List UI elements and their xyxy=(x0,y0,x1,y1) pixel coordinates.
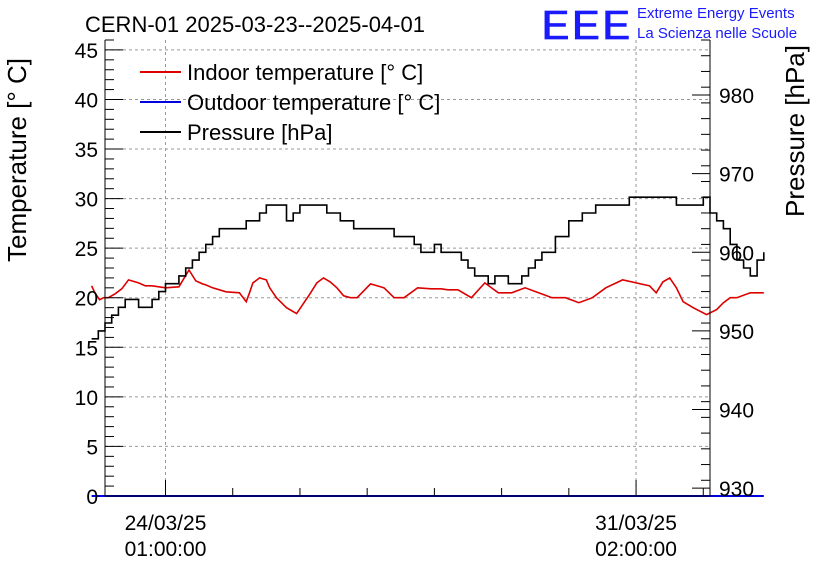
grid xyxy=(105,40,710,496)
legend: Indoor temperature [° C] Outdoor tempera… xyxy=(140,60,440,145)
logo-mark: EEE xyxy=(541,1,632,50)
y2-tick-label: 970 xyxy=(719,164,754,187)
y2-tick-label: 950 xyxy=(719,321,754,344)
series-pressure xyxy=(91,196,765,340)
y-tick-label: 30 xyxy=(75,189,98,212)
legend-label-pressure: Pressure [hPa] xyxy=(187,120,333,145)
x-tick-label-date: 31/03/25 xyxy=(595,512,677,535)
y-tick-label: 5 xyxy=(86,436,98,459)
x-tick-label-time: 01:00:00 xyxy=(125,538,207,561)
y-tick-label: 0 xyxy=(86,486,98,509)
y-tick-label: 15 xyxy=(75,337,98,360)
y2-tick-label: 930 xyxy=(719,478,754,501)
y2-tick-label: 940 xyxy=(719,400,754,423)
x-tick-label-date: 24/03/25 xyxy=(125,512,207,535)
y2-axis-label: Pressure [hPa] xyxy=(780,45,810,217)
chart-title: CERN-01 2025-03-23--2025-04-01 xyxy=(85,12,425,37)
y-tick-label: 20 xyxy=(75,288,98,311)
axes: 0 5 10 15 20 25 30 35 40 45 24/03/25 01:00:00 31/03/… xyxy=(75,39,754,561)
x-tick-label-time: 02:00:00 xyxy=(595,538,677,561)
y2-tick-label: 960 xyxy=(719,242,754,265)
y-tick-label: 10 xyxy=(75,387,98,410)
logo-line-1: Extreme Energy Events xyxy=(637,5,795,22)
y-axis-label: Temperature [° C] xyxy=(2,58,32,262)
legend-label-outdoor: Outdoor temperature [° C] xyxy=(187,90,440,115)
y-tick-label: 25 xyxy=(75,238,98,261)
y2-tick-label: 980 xyxy=(719,85,754,108)
series-indoor-temperature xyxy=(90,268,764,316)
logo-line-2: La Scienza nelle Scuole xyxy=(637,25,797,42)
legend-label-indoor: Indoor temperature [° C] xyxy=(187,60,423,85)
y-tick-label: 35 xyxy=(75,139,98,162)
y-tick-label: 40 xyxy=(75,89,98,112)
y-tick-label: 45 xyxy=(75,40,98,63)
